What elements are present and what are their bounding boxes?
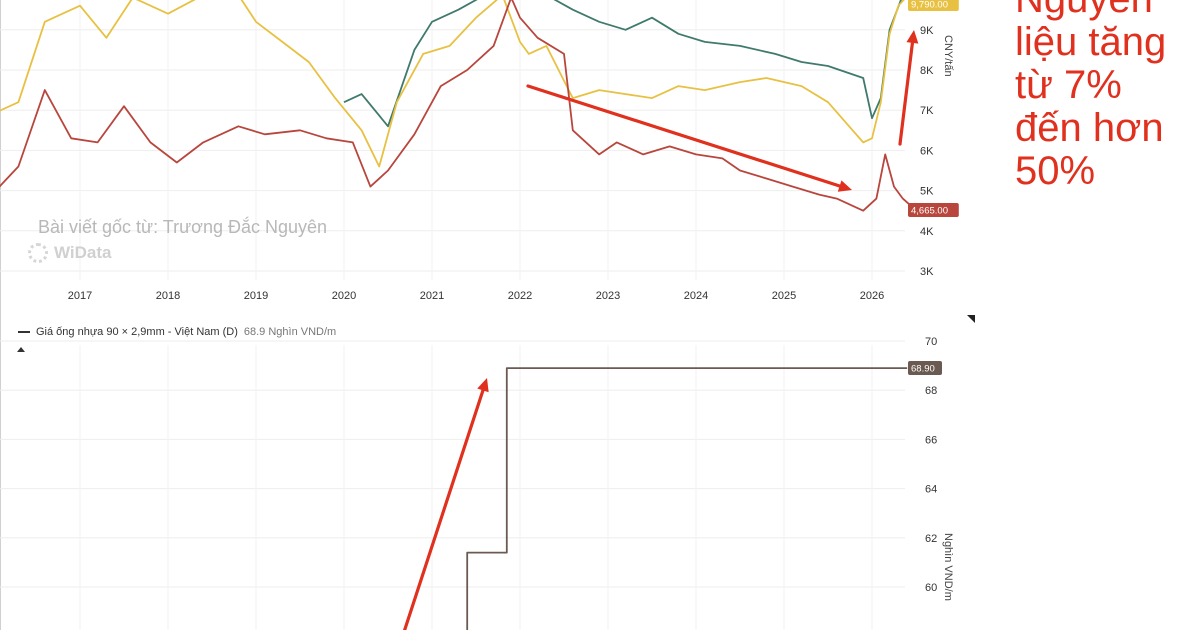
resize-corner-icon[interactable]	[967, 315, 975, 323]
bottom-y-tick-label: 62	[925, 533, 937, 545]
x-tick-label: 2021	[420, 290, 444, 302]
bottom-y-axis-ticks: 60 62 64 66 68 70	[925, 336, 937, 594]
x-tick-label: 2020	[332, 290, 356, 302]
yellow-last-value: 9,790.00	[911, 0, 948, 11]
downtrend-arrow-shaft	[526, 84, 842, 188]
widata-logo-text: WiData	[54, 243, 112, 262]
uptrend-arrow-shaft	[898, 41, 915, 146]
x-tick-label: 2025	[772, 290, 796, 302]
top-y-tick-label: 7K	[920, 105, 934, 117]
legend-series-value: 68.9 Nghìn VND/m	[243, 326, 337, 338]
pipe-price-arrow-head	[477, 378, 489, 393]
widata-logo: WiData	[28, 243, 111, 263]
bottom-chart-gridlines	[0, 340, 905, 630]
x-tick-label: 2024	[684, 290, 708, 302]
panel-border	[0, 0, 1, 630]
top-y-tick-label: 5K	[920, 186, 934, 198]
red-last-value-bg	[908, 203, 959, 217]
top-chart-gridlines	[0, 0, 905, 280]
top-y-tick-label: 9K	[920, 25, 934, 37]
top-y-tick-label: 3K	[920, 266, 934, 278]
top-series-line-2	[0, 0, 910, 212]
bottom-series-line-0	[466, 367, 908, 630]
annotation-note: Nguyên liệu tăng từ 7% đến hơn 50%	[1015, 0, 1167, 193]
top-y-tick-label: 6K	[920, 145, 934, 157]
widata-logo-icon	[28, 243, 48, 263]
pipe-last-value: 68.90	[911, 364, 935, 375]
x-tick-label: 2017	[68, 290, 92, 302]
collapse-legend-icon[interactable]	[17, 347, 25, 352]
x-tick-label: 2018	[156, 290, 180, 302]
pipe-last-value-bg	[908, 361, 942, 376]
bottom-y-tick-label: 70	[925, 336, 937, 348]
bottom-y-tick-label: 66	[925, 434, 937, 446]
x-axis-ticks: 2017 2018 2019 2020 2021 2022 2023 2024 2025 2026	[68, 290, 884, 302]
top-series-line-0	[343, 0, 902, 128]
annotation-arrows	[402, 30, 919, 630]
downtrend-arrow-head	[837, 180, 852, 192]
top-y-axis-ticks: 3K 4K 5K 6K 7K 8K 9K	[920, 25, 934, 278]
x-tick-label: 2019	[244, 290, 268, 302]
bottom-chart-series	[466, 367, 908, 630]
legend-series-name: Giá ống nhựa 90 × 2,9mm - Việt Nam (D)	[36, 326, 238, 338]
x-tick-label: 2022	[508, 290, 532, 302]
bottom-chart-legend[interactable]: Giá ống nhựa 90 × 2,9mm - Việt Nam (D) 6…	[18, 326, 336, 338]
uptrend-arrow-head	[906, 30, 919, 44]
yellow-last-value-bg	[908, 0, 959, 11]
legend-line-icon	[18, 331, 30, 333]
top-y-axis-label: CNY/tấn	[942, 35, 954, 77]
bottom-y-tick-label: 64	[925, 484, 937, 496]
top-y-tick-label: 8K	[920, 65, 934, 77]
top-chart-series	[0, 0, 910, 212]
bottom-y-axis-label: Nghìn VND/m	[942, 533, 954, 601]
pipe-price-arrow-shaft	[402, 388, 485, 630]
bottom-y-tick-label: 60	[925, 582, 937, 594]
author-watermark: Bài viết gốc từ: Trương Đắc Nguyên	[38, 217, 328, 237]
last-value-labels: 9,790.00 4,665.00 68.90	[908, 0, 959, 376]
bottom-y-tick-label: 68	[925, 385, 937, 397]
red-last-value: 4,665.00	[911, 206, 948, 217]
x-tick-label: 2023	[596, 290, 620, 302]
top-y-tick-label: 4K	[920, 226, 934, 238]
x-tick-label: 2026	[860, 290, 884, 302]
top-series-line-1	[0, 0, 905, 168]
